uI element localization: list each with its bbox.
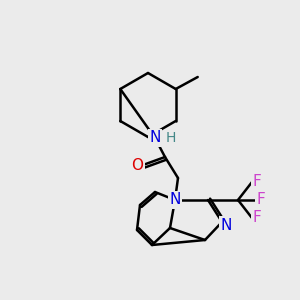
Text: F: F — [253, 175, 261, 190]
Text: H: H — [166, 131, 176, 145]
Text: F: F — [253, 211, 261, 226]
Text: N: N — [149, 130, 161, 146]
Text: N: N — [169, 193, 181, 208]
Text: N: N — [220, 218, 232, 232]
Text: F: F — [256, 193, 266, 208]
Text: O: O — [131, 158, 143, 172]
